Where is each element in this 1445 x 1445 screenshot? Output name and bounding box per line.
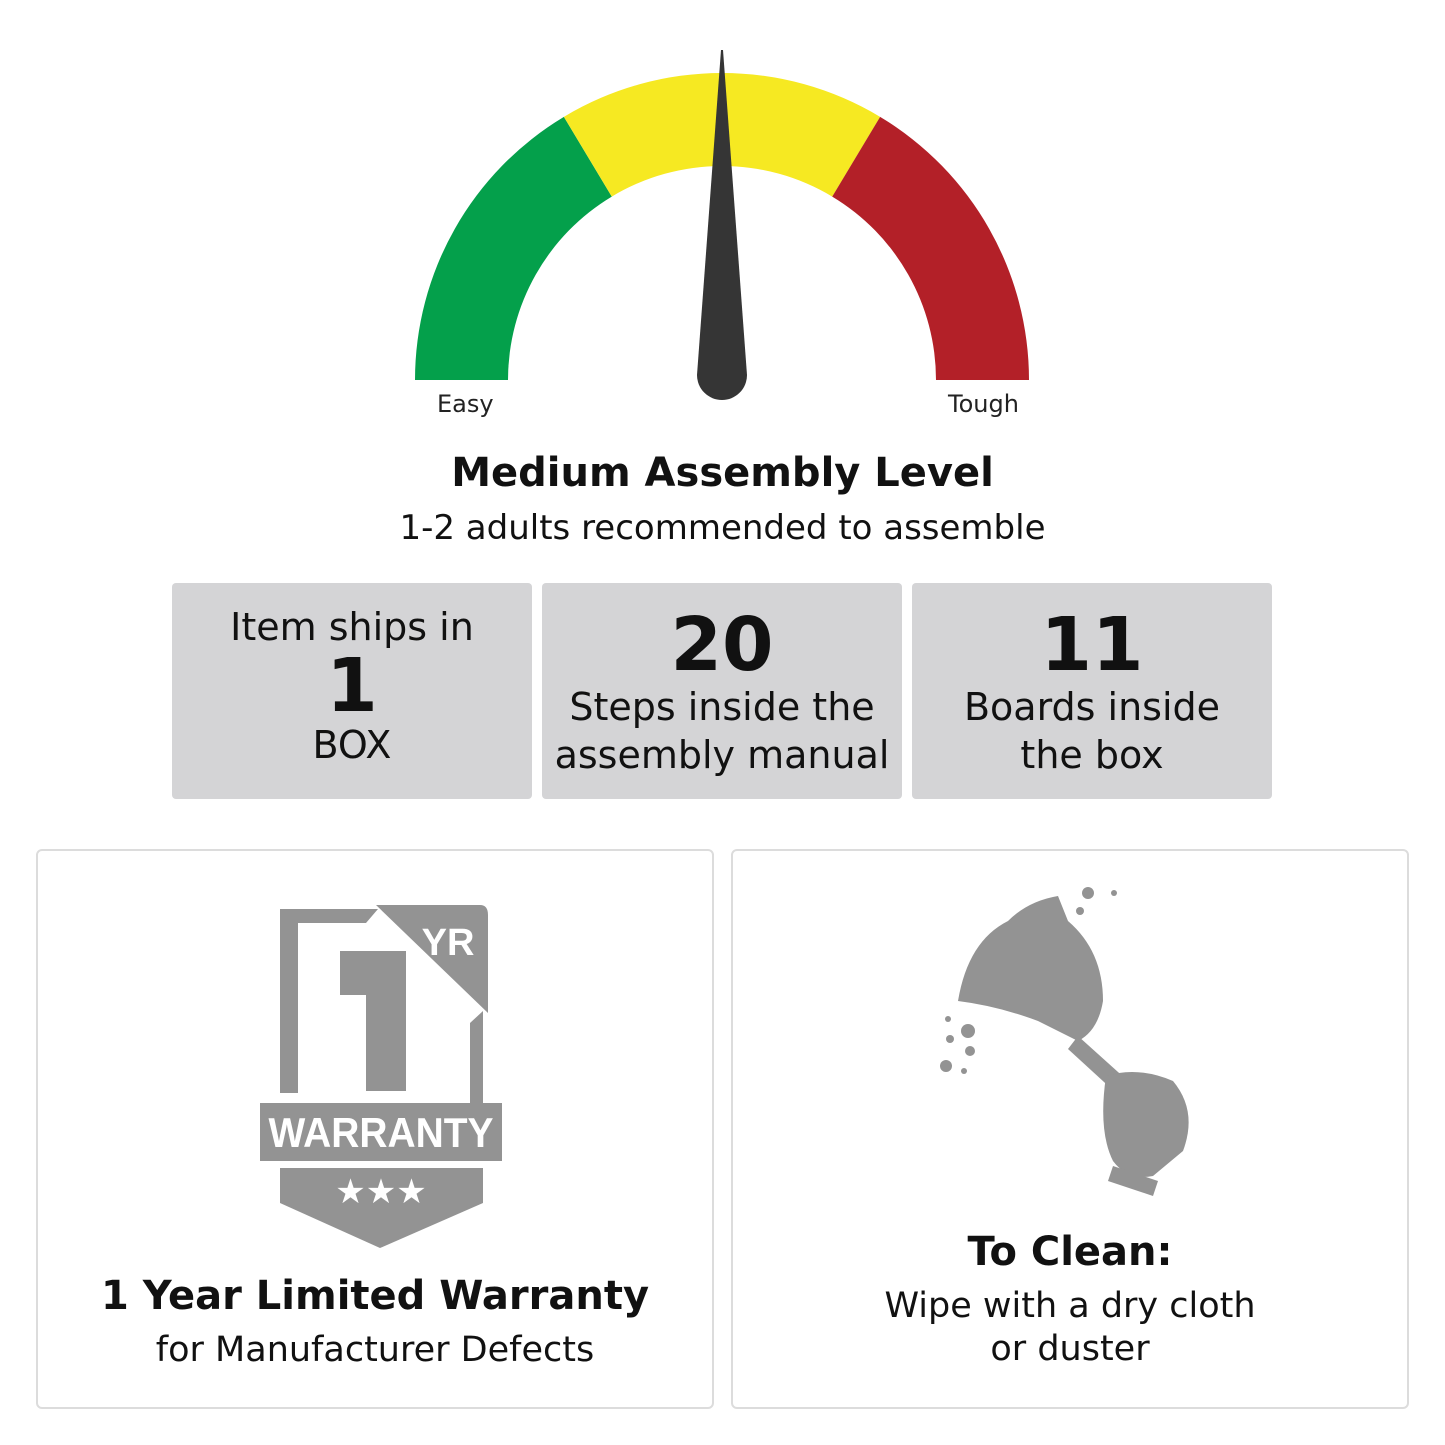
gauge-min-label: Easy bbox=[437, 390, 494, 418]
gauge-segment-tough bbox=[832, 116, 1029, 380]
stars-icon: ★★★ bbox=[335, 1172, 426, 1212]
badge-unit: YR bbox=[422, 922, 475, 964]
stat-value: 1 bbox=[326, 643, 378, 729]
warranty-badge-icon: YR WARRANTY ★★★ bbox=[260, 905, 502, 1248]
stat-value: 11 bbox=[1040, 602, 1144, 688]
cleaning-line2: or duster bbox=[990, 1329, 1150, 1369]
stat-label-line2: the box bbox=[1020, 733, 1164, 777]
cleaning-title: To Clean: bbox=[967, 1229, 1173, 1275]
gauge-needle bbox=[697, 50, 747, 400]
gauge-max-label: Tough bbox=[948, 390, 1019, 418]
badge-text: WARRANTY bbox=[269, 1109, 494, 1156]
stat-pre: Item ships in bbox=[230, 605, 474, 649]
gauge-segment-easy bbox=[415, 116, 612, 380]
stat-label: BOX bbox=[312, 723, 392, 767]
stat-label-line2: assembly manual bbox=[554, 733, 890, 777]
stat-steps: 20 Steps inside the assembly manual bbox=[542, 583, 902, 799]
cleaning-line1: Wipe with a dry cloth bbox=[884, 1286, 1256, 1326]
warranty-subtitle: for Manufacturer Defects bbox=[155, 1330, 595, 1370]
stat-label-line1: Steps inside the bbox=[569, 685, 875, 729]
warranty-card: YR WARRANTY ★★★ 1 Year Limited Warranty … bbox=[36, 849, 714, 1409]
stat-box-count: Item ships in 1 BOX bbox=[172, 583, 532, 799]
duster-icon bbox=[940, 887, 1189, 1196]
warranty-title: 1 Year Limited Warranty bbox=[100, 1273, 650, 1319]
assembly-subtitle: 1-2 adults recommended to assemble bbox=[399, 508, 1046, 548]
stat-label-line1: Boards inside bbox=[963, 685, 1221, 729]
stat-boards: 11 Boards inside the box bbox=[912, 583, 1272, 799]
cleaning-card: To Clean: Wipe with a dry cloth or duste… bbox=[731, 849, 1409, 1409]
stat-value: 20 bbox=[670, 602, 774, 688]
difficulty-gauge bbox=[415, 50, 1029, 400]
assembly-title: Medium Assembly Level bbox=[451, 450, 994, 496]
